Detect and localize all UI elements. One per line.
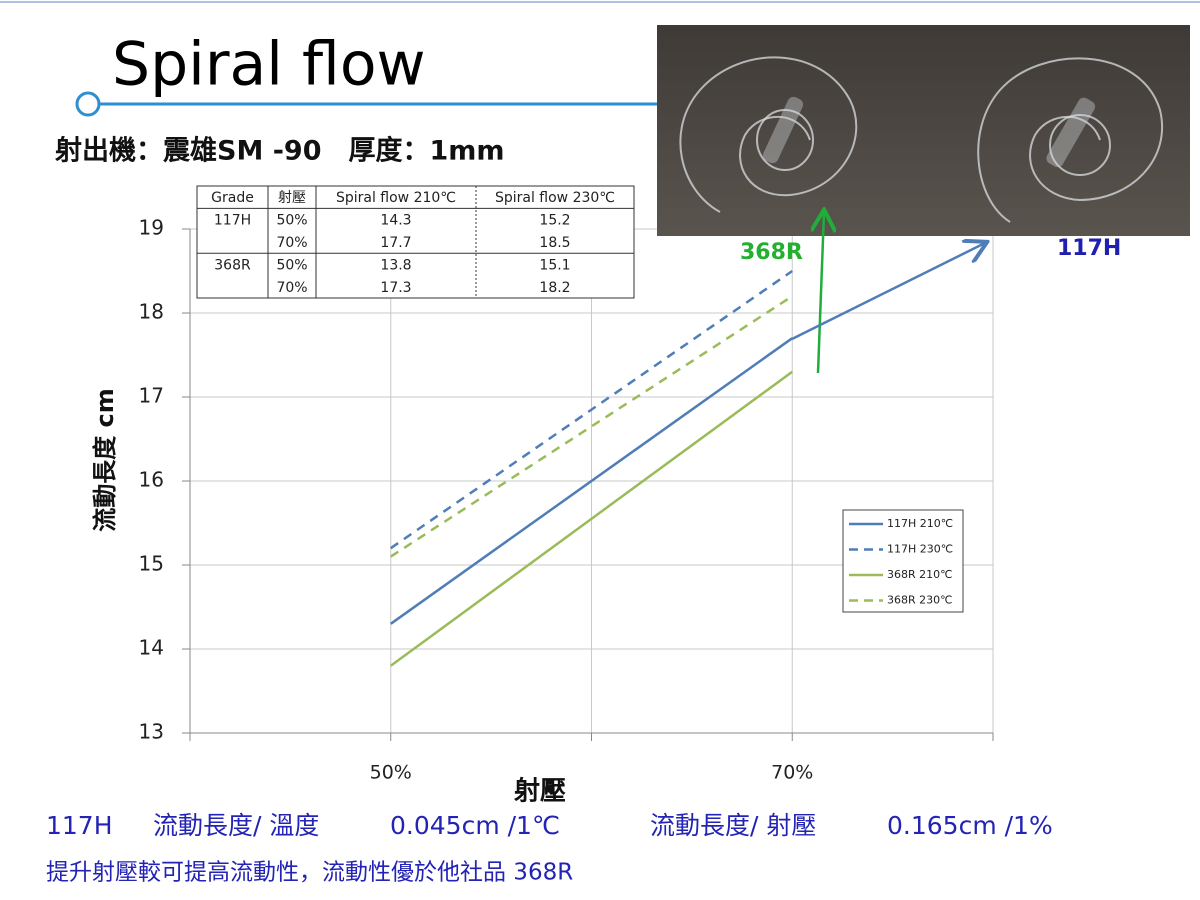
- series-line: [390, 337, 793, 625]
- table-cell: 368R: [214, 257, 251, 273]
- notes: 117H 流動長度/ 溫度 0.045cm /1℃ 流動長度/ 射壓 0.165…: [46, 811, 1053, 886]
- y-tick-label: 13: [139, 720, 164, 744]
- table-cell: 14.3: [380, 213, 411, 229]
- data-table: Grade 射壓 Spiral flow 210℃ Spiral flow 230℃ 1…: [196, 185, 635, 299]
- annotation-arrow: [818, 212, 824, 374]
- table-header: Spiral flow 230℃: [495, 190, 615, 206]
- table-cell: 13.8: [380, 257, 411, 273]
- table-header: Grade: [211, 190, 254, 206]
- y-tick-label: 14: [139, 636, 164, 660]
- table-frame: [196, 185, 635, 299]
- y-tick-label: 15: [139, 552, 164, 576]
- photo: [657, 25, 1190, 236]
- legend-label: 368R 210℃: [887, 568, 952, 581]
- note: 提升射壓較可提高流動性，流動性優於他社品 368R: [46, 860, 573, 886]
- annotation-arrow: [791, 243, 985, 341]
- table-cell: 18.2: [539, 280, 570, 296]
- y-tick-label: 16: [139, 468, 164, 492]
- table-cell: 50%: [276, 213, 307, 229]
- series-line: [390, 269, 793, 550]
- table-header: 射壓: [278, 190, 306, 206]
- legend-box: [842, 509, 964, 613]
- note: 117H: [46, 811, 113, 840]
- photo-label: 117H: [1057, 236, 1121, 261]
- table-cell: 18.5: [539, 235, 570, 251]
- y-tick-label: 17: [139, 384, 164, 408]
- y-tick-label: 18: [139, 300, 164, 324]
- note: 0.165cm /1%: [887, 811, 1053, 840]
- series-line: [390, 370, 793, 667]
- table-cell: 50%: [276, 257, 307, 273]
- legend-label: 117H 230℃: [887, 543, 953, 556]
- title-bullet: [75, 91, 101, 117]
- x-axis-label: 射壓: [513, 777, 566, 807]
- x-tick-label: 70%: [771, 762, 813, 784]
- table-header: Spiral flow 210℃: [336, 190, 456, 206]
- note: 0.045cm /1℃: [390, 811, 560, 840]
- table-cell: 15.2: [539, 213, 570, 229]
- table-cell: 15.1: [539, 257, 570, 273]
- y-axis-label: 流動長度 cm: [91, 388, 119, 532]
- note: 流動長度/ 射壓: [650, 811, 816, 840]
- note: 流動長度/ 溫度: [153, 811, 319, 840]
- table-cell: 70%: [276, 235, 307, 251]
- y-tick-label: 19: [139, 216, 164, 240]
- table-cell: 117H: [214, 213, 251, 229]
- slide-title: Spiral flow: [112, 30, 426, 100]
- photo-label: 368R: [740, 240, 803, 265]
- legend-label: 117H 210℃: [887, 517, 953, 530]
- legend-label: 368R 230℃: [887, 594, 952, 607]
- x-tick-label: 50%: [370, 762, 412, 784]
- chart: 50% 70% 13 14 15 16 17 18 19 射壓 流動長度 cm 117H 210℃ 11…: [91, 216, 994, 807]
- table-cell: 17.7: [380, 235, 411, 251]
- table-cell: 17.3: [380, 280, 411, 296]
- subtitle: 射出機：震雄SM -90 厚度：1mm: [54, 135, 505, 167]
- table-cell: 70%: [276, 280, 307, 296]
